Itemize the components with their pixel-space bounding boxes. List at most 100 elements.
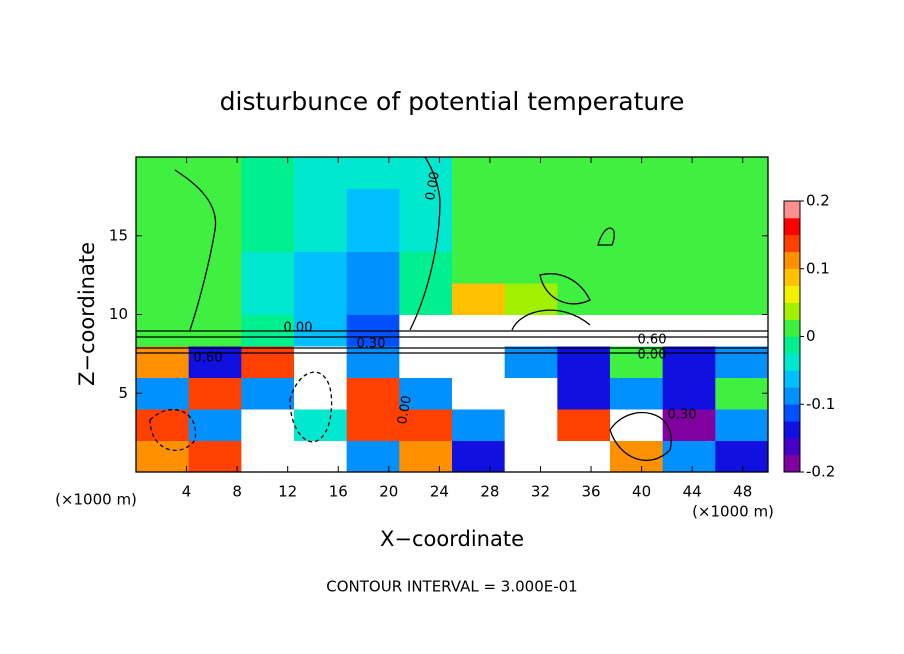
colorbar-tick-label: -0.1 <box>806 395 835 413</box>
cell <box>504 220 558 252</box>
cell <box>399 251 453 284</box>
x-tick-label: 4 <box>182 483 192 501</box>
cell <box>504 377 558 410</box>
cell <box>557 409 611 441</box>
colorbar-swatch <box>784 370 800 388</box>
colorbar-tick-label: 0.2 <box>806 192 830 210</box>
x-tick-label: 8 <box>232 483 242 501</box>
cell <box>241 220 295 252</box>
x-tick-label: 32 <box>531 483 550 501</box>
footnote: CONTOUR INTERVAL = 3.000E-01 <box>326 578 577 596</box>
cell <box>188 346 242 378</box>
cell <box>662 188 716 221</box>
cell <box>715 346 769 378</box>
cell <box>241 251 295 284</box>
cell <box>504 346 558 378</box>
cell <box>399 409 453 441</box>
cell <box>294 188 348 221</box>
cell <box>557 440 611 473</box>
x-tick-label: 48 <box>733 483 752 501</box>
cell <box>136 220 190 252</box>
cell <box>241 283 295 315</box>
y-tick-label: 15 <box>109 226 128 244</box>
cell <box>610 409 664 441</box>
cell <box>610 283 664 315</box>
cell <box>346 251 400 284</box>
cell <box>241 157 295 189</box>
cell <box>399 220 453 252</box>
colorbar-swatch <box>784 421 800 439</box>
cell <box>662 251 716 284</box>
cell <box>346 283 400 315</box>
cell <box>715 377 769 410</box>
colorbar-swatch <box>784 387 800 405</box>
contour-label: 0.30 <box>668 408 697 423</box>
cell <box>504 409 558 441</box>
cell <box>452 283 506 315</box>
x-tick-label: 40 <box>632 483 651 501</box>
contour-label: 0.60 <box>194 351 223 366</box>
cell <box>715 157 769 189</box>
cell <box>294 251 348 284</box>
colorbar-swatch <box>784 336 800 354</box>
cell <box>294 157 348 189</box>
x-axis-label: X−coordinate <box>380 527 524 551</box>
cell <box>452 251 506 284</box>
cell <box>452 220 506 252</box>
contour-label: 0.60 <box>638 333 667 348</box>
cell <box>136 157 190 189</box>
colorbar-swatch <box>784 404 800 422</box>
cell <box>399 377 453 410</box>
cell <box>715 251 769 284</box>
cell <box>610 346 664 378</box>
cell <box>346 409 400 441</box>
cell <box>294 346 348 378</box>
cell <box>610 188 664 221</box>
cell <box>346 346 400 378</box>
colorbar-swatch <box>784 353 800 371</box>
colorbar-swatch <box>784 217 800 236</box>
cell <box>557 377 611 410</box>
colorbar-swatch <box>784 234 800 253</box>
cell <box>399 188 453 221</box>
cell <box>452 440 506 473</box>
cell <box>504 157 558 189</box>
cell <box>557 157 611 189</box>
cell <box>399 440 453 473</box>
cell <box>452 188 506 221</box>
cell <box>136 251 190 284</box>
x-unit-label: (×1000 m) <box>692 503 774 521</box>
cell <box>662 283 716 315</box>
cell <box>241 409 295 441</box>
cell <box>136 346 190 378</box>
cell <box>346 188 400 221</box>
cell <box>346 157 400 189</box>
cell <box>452 409 506 441</box>
cell <box>715 440 769 473</box>
contour-label: 0.00 <box>423 170 443 201</box>
y-tick-label: 5 <box>118 384 128 402</box>
cell <box>610 377 664 410</box>
cell <box>188 157 242 189</box>
x-unit-label: (×1000 m) <box>55 491 137 509</box>
cell <box>504 440 558 473</box>
cell <box>346 220 400 252</box>
contour-label: 0.30 <box>357 337 386 352</box>
cell <box>241 377 295 410</box>
colorbar-swatch <box>784 438 800 456</box>
cell <box>715 283 769 315</box>
cell <box>662 377 716 410</box>
cell <box>136 188 190 221</box>
x-tick-label: 16 <box>329 483 348 501</box>
cell <box>452 157 506 189</box>
cell <box>557 251 611 284</box>
cell <box>294 283 348 315</box>
colorbar-tick-label: -0.2 <box>806 463 835 481</box>
contour-label: 0.00 <box>395 394 415 425</box>
cell <box>188 283 242 315</box>
cell <box>294 220 348 252</box>
cell <box>188 251 242 284</box>
cell <box>610 157 664 189</box>
field <box>136 157 769 473</box>
